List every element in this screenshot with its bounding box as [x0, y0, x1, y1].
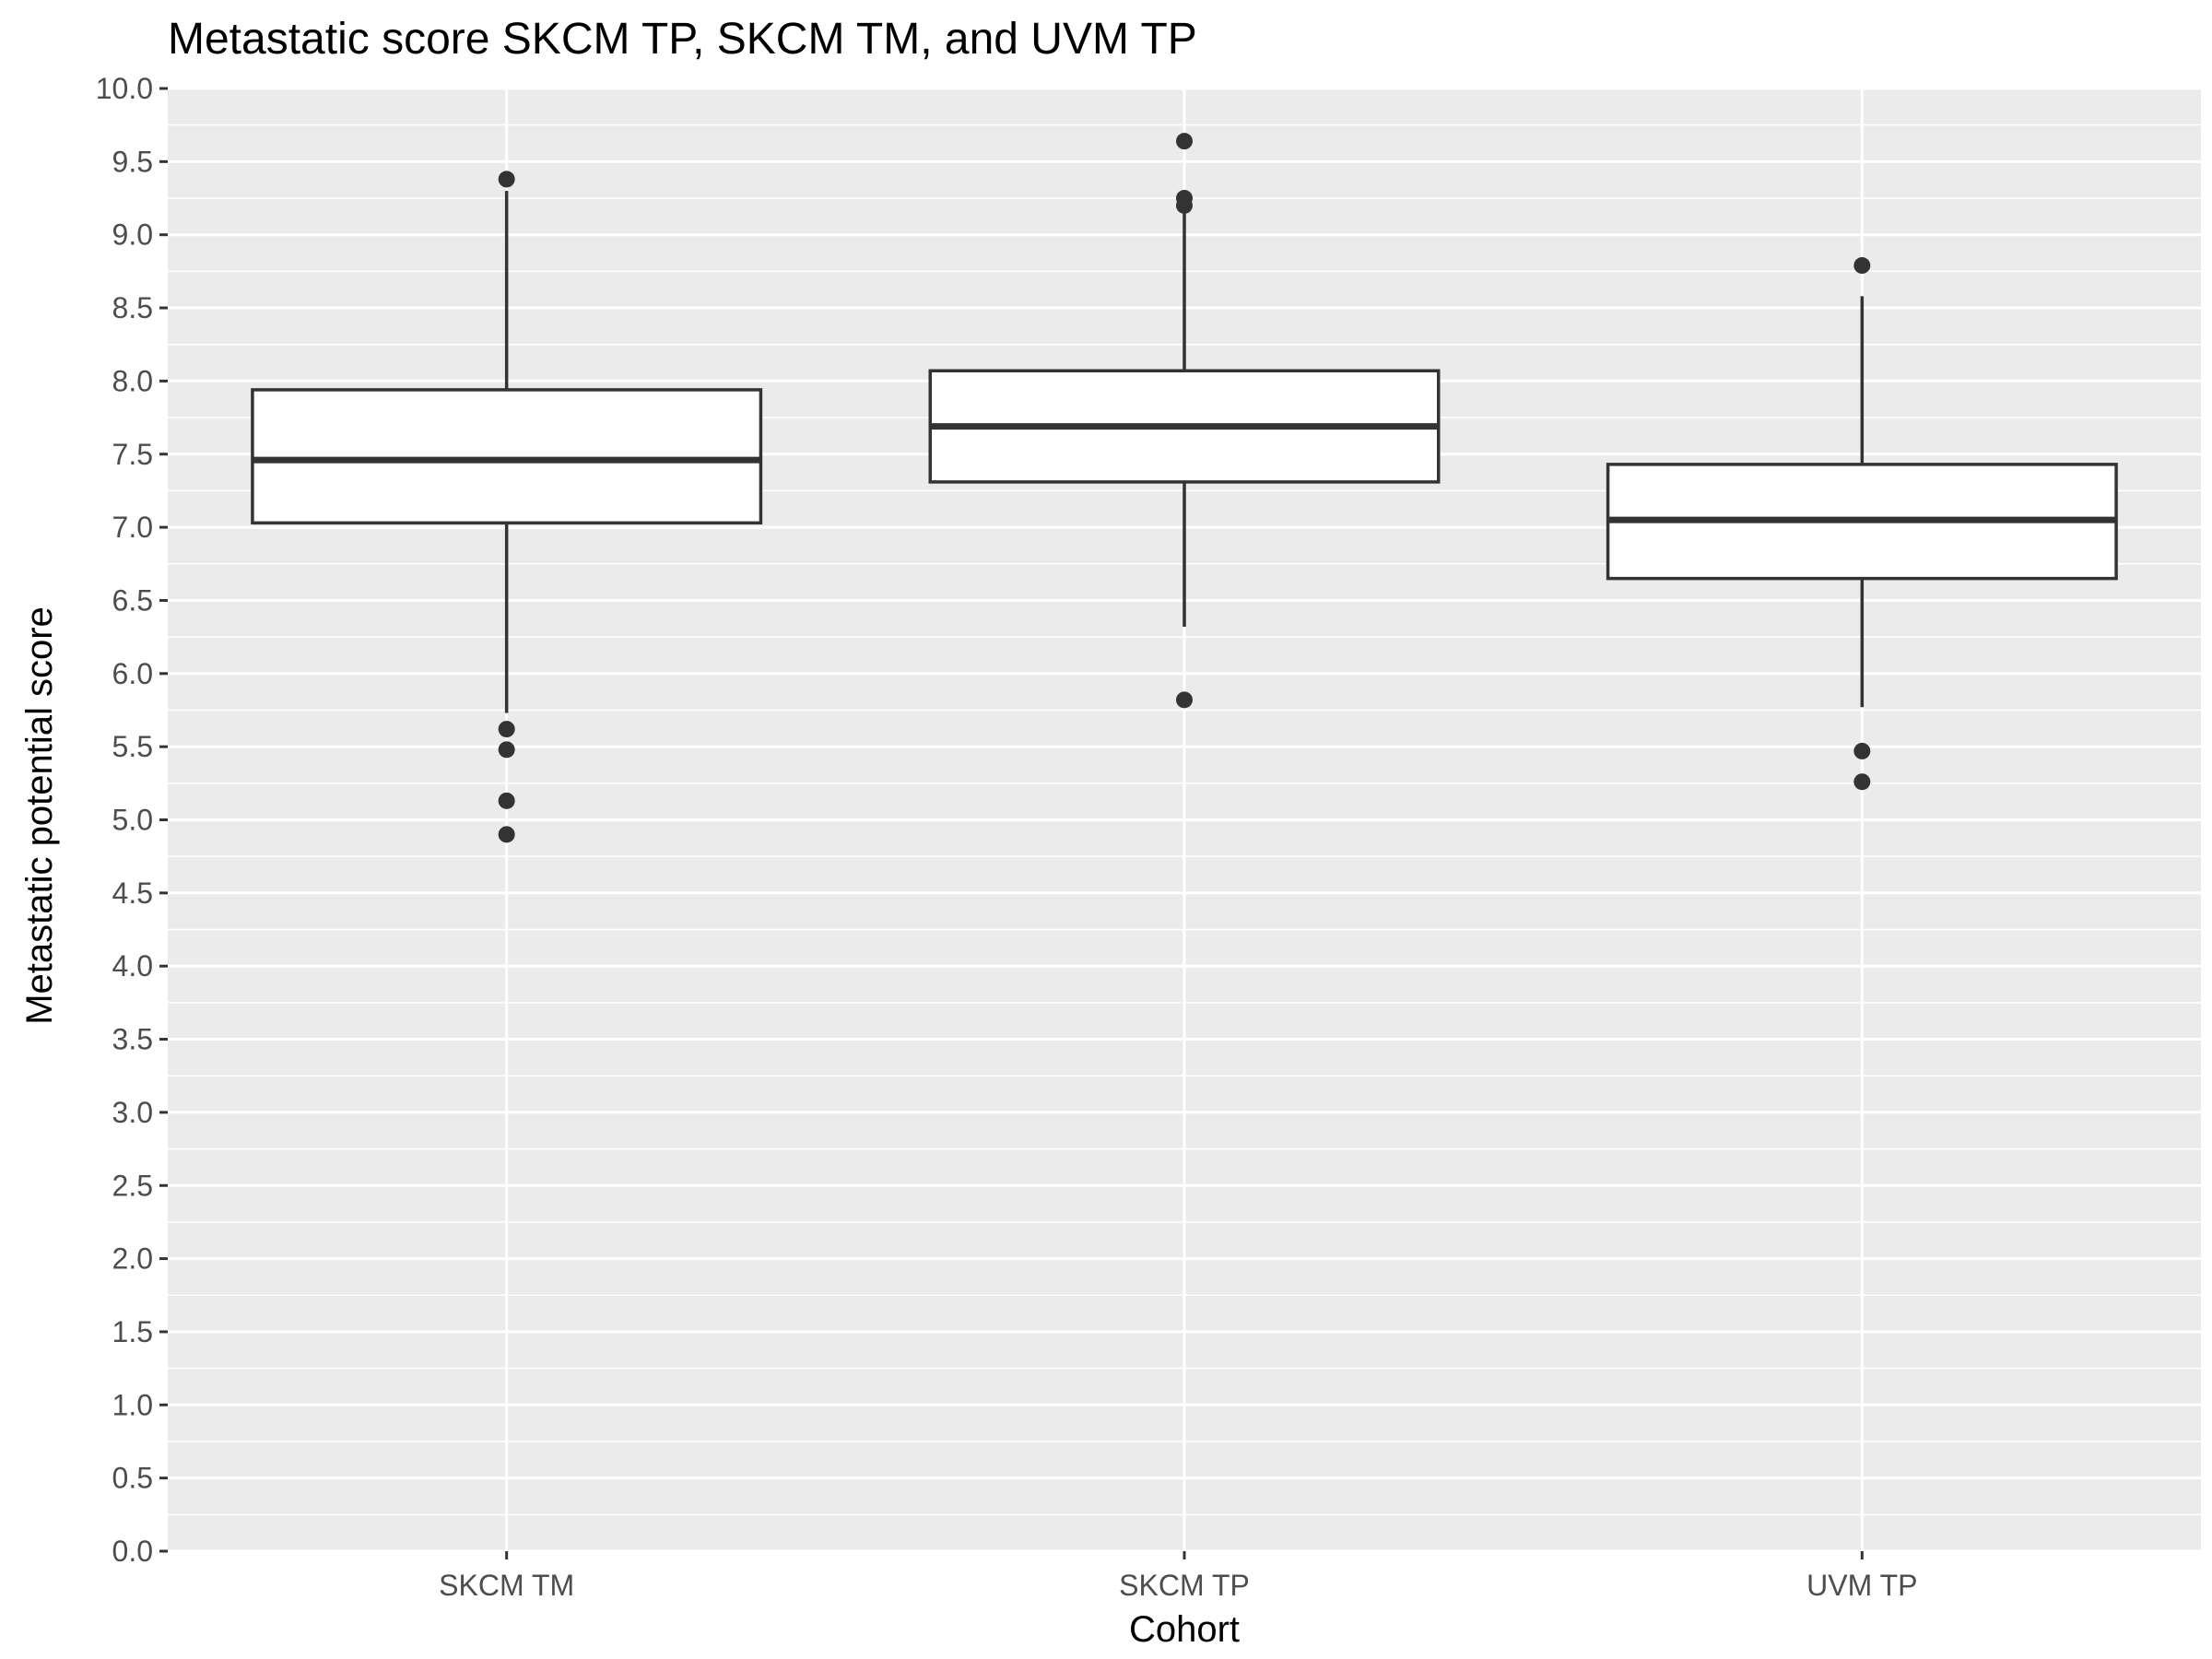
- y-axis-title: Metastatic potential score: [19, 606, 60, 1025]
- y-tick-label: 6.5: [112, 583, 153, 617]
- outlier-point: [1853, 742, 1871, 759]
- x-tick-label: UVM TP: [1806, 1569, 1917, 1602]
- y-tick-label: 2.5: [112, 1169, 153, 1202]
- y-tick-label: 4.5: [112, 877, 153, 910]
- y-tick-label: 4.0: [112, 949, 153, 982]
- chart-title: Metastatic score SKCM TP, SKCM TM, and U…: [168, 15, 1197, 64]
- x-axis: SKCM TM SKCM TP UVM TP: [439, 1551, 1917, 1602]
- y-tick-label: 7.0: [112, 511, 153, 544]
- y-tick-label: 10.0: [96, 72, 153, 105]
- outlier-point: [498, 171, 515, 188]
- outlier-point: [1853, 257, 1871, 275]
- outlier-point: [498, 741, 515, 759]
- y-tick-label: 0.0: [112, 1535, 153, 1568]
- outlier-point: [1176, 196, 1193, 214]
- x-tick-label: SKCM TP: [1119, 1569, 1250, 1602]
- box-series: [251, 133, 2118, 843]
- y-tick-label: 8.5: [112, 291, 153, 324]
- outlier-point: [498, 826, 515, 843]
- y-tick-label: 3.0: [112, 1096, 153, 1129]
- y-tick-label: 8.0: [112, 364, 153, 397]
- y-tick-label: 3.5: [112, 1023, 153, 1056]
- x-tick-label: SKCM TM: [439, 1569, 574, 1602]
- y-tick-label: 5.0: [112, 804, 153, 837]
- outlier-point: [1853, 773, 1871, 791]
- y-tick-label: 9.0: [112, 218, 153, 252]
- outlier-point: [498, 792, 515, 809]
- y-tick-label: 0.5: [112, 1462, 153, 1495]
- y-tick-label: 1.5: [112, 1315, 153, 1348]
- y-tick-label: 1.0: [112, 1388, 153, 1421]
- box-group: [251, 171, 763, 843]
- y-tick-label: 6.0: [112, 657, 153, 690]
- y-tick-label: 5.5: [112, 730, 153, 763]
- outlier-point: [1176, 133, 1193, 150]
- box-group: [1606, 257, 2118, 791]
- box-group: [928, 133, 1441, 709]
- y-tick-label: 2.0: [112, 1242, 153, 1276]
- y-axis: 0.0 0.5 1.0 1.5 2.0 2.5 3.0 3.5 4.0 4.5 5.0 5.5 6.0 6…: [96, 72, 168, 1568]
- x-axis-title: Cohort: [1129, 1609, 1240, 1650]
- y-tick-label: 7.5: [112, 438, 153, 471]
- box-iqr: [251, 388, 763, 525]
- y-tick-label: 9.5: [112, 145, 153, 178]
- outlier-point: [498, 721, 515, 738]
- outlier-point: [1176, 691, 1193, 709]
